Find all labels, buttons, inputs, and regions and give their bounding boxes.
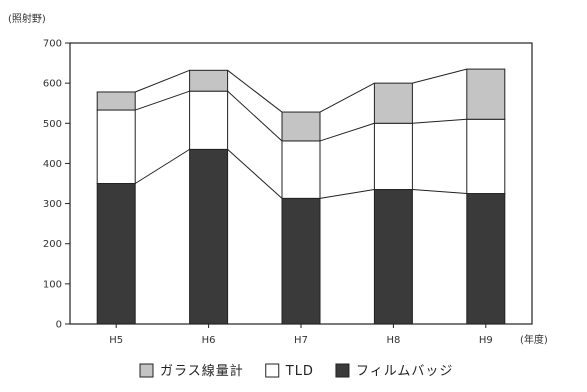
x-axis-label: (年度) xyxy=(520,333,548,346)
y-tick-label: 0 xyxy=(56,320,62,331)
bar-segment xyxy=(373,82,413,124)
legend-swatch xyxy=(335,363,350,378)
series-connector xyxy=(227,90,283,142)
series-connector xyxy=(134,148,190,184)
y-tick-label: 300 xyxy=(43,199,62,210)
bar-segment xyxy=(281,197,321,325)
y-tick-label: 600 xyxy=(43,79,62,90)
bar-segment xyxy=(466,118,506,195)
series-connector xyxy=(227,69,283,113)
series-connector xyxy=(227,149,283,199)
legend-label: フィルムバッジ xyxy=(356,364,453,379)
series-connector xyxy=(319,189,375,199)
bar-segment xyxy=(189,148,229,325)
y-tick-label: 200 xyxy=(43,239,62,250)
bar-segment xyxy=(281,140,321,199)
bar-segment xyxy=(96,183,136,325)
bar-segment xyxy=(189,90,229,150)
series-connector xyxy=(412,68,467,84)
series-connector xyxy=(135,69,190,93)
bar-segment xyxy=(466,193,506,325)
bar-segment xyxy=(96,91,136,111)
bar-segment xyxy=(281,111,321,142)
bar-segment xyxy=(373,122,413,191)
legend: ガラス線量計 TLD フィルムバッジ xyxy=(139,363,453,379)
series-connector xyxy=(319,122,375,142)
x-tick-label: H8 xyxy=(386,335,400,346)
series-connector xyxy=(412,118,467,124)
x-tick-label: H6 xyxy=(202,335,216,346)
x-tick-label: H7 xyxy=(294,335,308,346)
bar-segment xyxy=(189,69,229,92)
legend-label: ガラス線量計 xyxy=(160,363,244,379)
bar-segment xyxy=(466,68,506,120)
bar-segment xyxy=(373,189,413,325)
x-tick-label: H5 xyxy=(109,335,123,346)
series-connector xyxy=(135,90,190,111)
bar-segment xyxy=(96,109,136,184)
legend-swatch xyxy=(139,363,154,378)
y-axis-label: (照射野) xyxy=(8,13,46,25)
y-tick-label: 100 xyxy=(43,279,62,290)
legend-swatch xyxy=(265,363,280,378)
plot-area: 0 100 200 300 400 500 600 700 H5 H6 H7 H8 H9 xyxy=(43,39,533,346)
legend-label: TLD xyxy=(285,364,314,379)
x-tick-label: H9 xyxy=(479,335,493,346)
y-tick-label: 400 xyxy=(43,159,62,170)
y-tick-label: 700 xyxy=(43,39,62,50)
series-connector xyxy=(412,189,467,195)
y-tick-label: 500 xyxy=(43,119,62,130)
series-connector xyxy=(319,82,375,113)
